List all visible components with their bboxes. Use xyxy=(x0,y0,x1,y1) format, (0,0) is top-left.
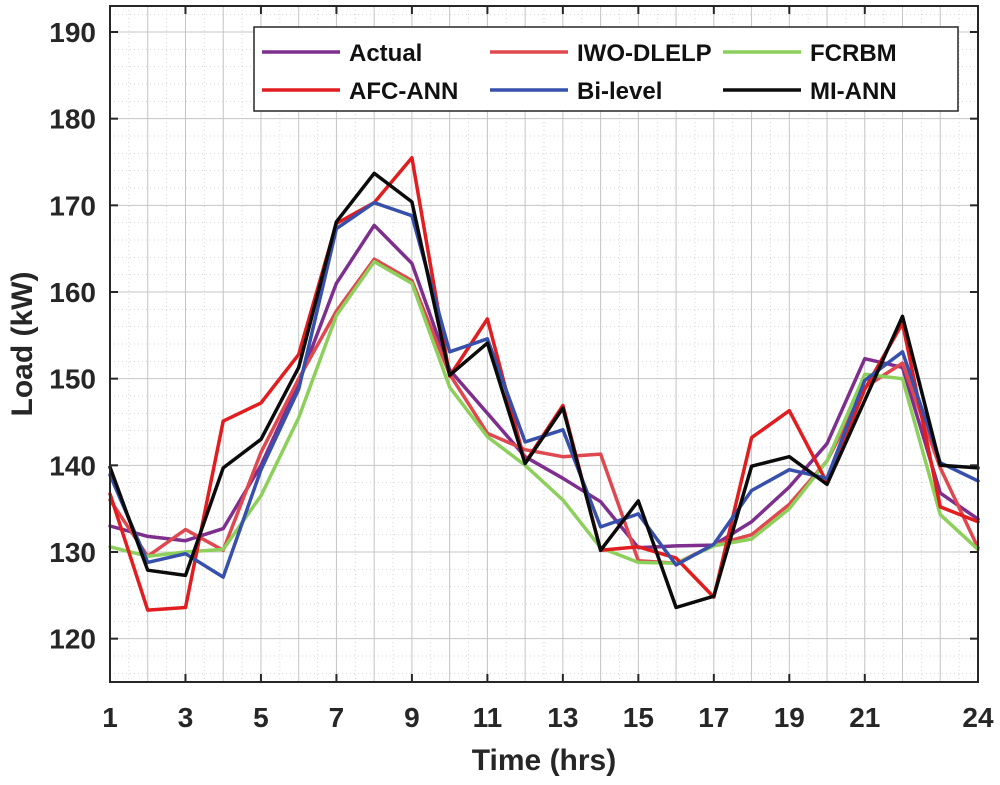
series-line-fcrbm xyxy=(108,259,980,566)
legend-label-mi-ann: MI-ANN xyxy=(810,78,897,105)
legend-label-bi-level: Bi-level xyxy=(577,78,662,105)
y-tick-label: 140 xyxy=(49,450,96,481)
y-tick-label: 130 xyxy=(49,537,96,568)
y-tick-label: 120 xyxy=(49,624,96,655)
y-tick-label: 190 xyxy=(49,17,96,48)
x-tick-label: 5 xyxy=(253,702,269,733)
legend-label-actual: Actual xyxy=(349,40,422,67)
x-tick-label: 9 xyxy=(404,702,420,733)
legend-box xyxy=(253,26,959,112)
x-tick-label: 11 xyxy=(473,702,503,733)
y-axis-title: Load (kW) xyxy=(6,272,39,417)
y-tick-label: 160 xyxy=(49,277,96,308)
x-tick-label: 17 xyxy=(698,702,729,733)
x-tick-label: 13 xyxy=(547,702,578,733)
x-axis-ticks: 1 3 5 7 9 11 13 15 17 19 21 24 xyxy=(102,6,994,733)
x-tick-label: 1 xyxy=(102,702,118,733)
series-line-mi-ann xyxy=(108,171,980,610)
legend-label-iwo-dlelp: IWO-DLELP xyxy=(577,40,712,67)
y-tick-label: 170 xyxy=(49,190,96,221)
y-axis-ticks: 120 130 140 150 160 170 180 190 xyxy=(49,17,978,655)
x-tick-label: 15 xyxy=(623,702,654,733)
x-tick-label: 19 xyxy=(774,702,805,733)
legend: Actual IWO-DLELP FCRBM AFC-ANN Bi-level MI-AN… xyxy=(253,26,959,112)
series-lines xyxy=(108,155,980,612)
y-tick-label: 150 xyxy=(49,364,96,395)
y-tick-label: 180 xyxy=(49,104,96,135)
x-tick-label: 3 xyxy=(178,702,194,733)
x-tick-label: 7 xyxy=(329,702,345,733)
plot-frame xyxy=(109,5,979,683)
legend-label-fcrbm: FCRBM xyxy=(810,40,897,67)
x-tick-label: 24 xyxy=(962,702,994,733)
series-line-actual xyxy=(108,223,980,550)
legend-label-afc-ann: AFC-ANN xyxy=(349,78,458,105)
x-tick-label: 21 xyxy=(849,702,880,733)
x-axis-title: Time (hrs) xyxy=(472,744,616,777)
